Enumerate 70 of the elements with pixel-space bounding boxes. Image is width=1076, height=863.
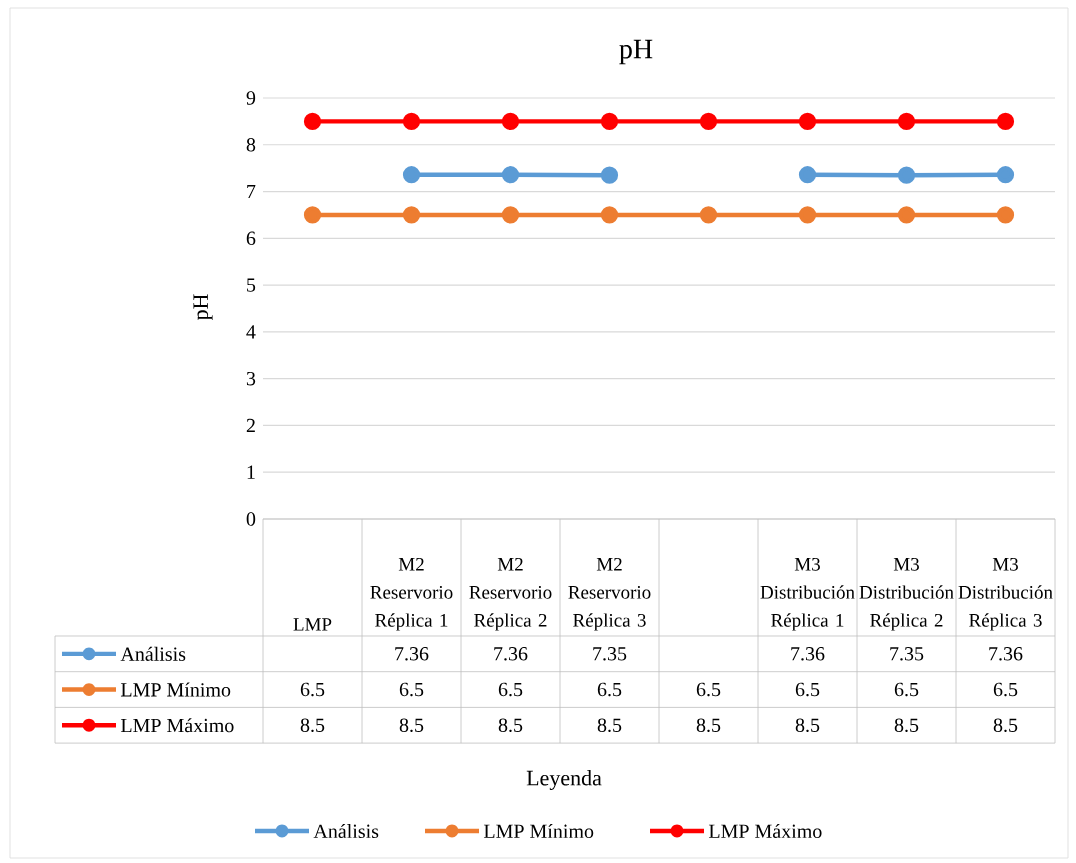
point <box>798 206 817 224</box>
text: LMP Mínimo <box>483 823 594 839</box>
x-tick-label: M2 Reservorio Réplica 3 <box>568 557 651 631</box>
x-tick-label: M3 Distribución Réplica 3 <box>958 557 1053 631</box>
point <box>996 206 1015 224</box>
point <box>699 206 718 224</box>
point <box>600 166 619 184</box>
point <box>996 166 1015 184</box>
y-tick-label: 2 <box>246 418 255 433</box>
data-label: 8.5 <box>795 718 820 733</box>
y-tick-label: 1 <box>247 465 255 479</box>
legend-label: LMP Mínimo <box>120 682 231 697</box>
point <box>798 166 817 184</box>
point <box>402 166 421 184</box>
data-label: 6.5 <box>993 682 1018 697</box>
point <box>600 112 619 130</box>
data-label: 7.35 <box>890 647 924 661</box>
x-tick-label: LMP <box>293 618 332 631</box>
data-label: 8.5 <box>993 718 1018 733</box>
y-tick-label: 9 <box>246 91 256 105</box>
data-label: 8.5 <box>696 718 721 733</box>
x-tick-label: M2 Reservorio Réplica 1 <box>370 557 453 631</box>
point <box>402 206 421 224</box>
y-tick-label: 8 <box>246 138 256 152</box>
data-label: 7.36 <box>791 647 825 661</box>
point <box>600 206 619 224</box>
point <box>501 206 520 224</box>
data-label: 6.5 <box>894 682 919 697</box>
x-tick-label: M3 Distribución Réplica 2 <box>859 557 954 631</box>
data-label: 6.5 <box>597 682 622 697</box>
legend-label: Análisis <box>120 646 186 661</box>
data-label: 6.5 <box>498 682 523 697</box>
point <box>501 166 520 184</box>
point <box>798 112 817 130</box>
data-label: 8.5 <box>399 718 424 733</box>
point <box>897 206 916 224</box>
point <box>699 112 718 130</box>
point <box>402 112 421 130</box>
point <box>996 112 1015 130</box>
y-tick-label: 5 <box>247 278 256 292</box>
data-label: 6.5 <box>399 682 424 697</box>
point <box>303 112 322 130</box>
data-label: 7.35 <box>593 647 627 661</box>
y-tick-label: 4 <box>246 325 256 339</box>
point <box>501 112 520 130</box>
text: Leyenda <box>526 770 602 790</box>
data-label: 6.5 <box>300 682 325 697</box>
data-label: 8.5 <box>597 718 622 733</box>
y-tick-label: 0 <box>246 512 256 526</box>
y-tick-label: 6 <box>246 231 256 246</box>
y-tick-label: 3 <box>246 371 256 386</box>
data-label: 7.36 <box>395 647 429 661</box>
data-label: 7.36 <box>989 647 1023 661</box>
data-label: 7.36 <box>494 647 528 661</box>
point <box>897 112 916 130</box>
legend-label: LMP Máximo <box>120 718 234 733</box>
data-label: 6.5 <box>696 682 721 697</box>
data-label: 8.5 <box>894 718 919 733</box>
chart-title: pH <box>619 39 653 65</box>
point <box>303 206 322 224</box>
point <box>897 166 916 184</box>
x-tick-label: M2 Reservorio Réplica 2 <box>469 557 552 631</box>
y-tick-label: 7 <box>247 184 256 199</box>
text: LMP Máximo <box>708 823 822 839</box>
x-tick-label: M3 Distribución Réplica 1 <box>760 557 855 631</box>
y-axis-title: pH <box>193 294 213 321</box>
data-label: 8.5 <box>498 718 523 733</box>
text: Análisis <box>313 823 379 839</box>
data-label: 8.5 <box>300 718 325 733</box>
data-label: 6.5 <box>795 682 820 697</box>
